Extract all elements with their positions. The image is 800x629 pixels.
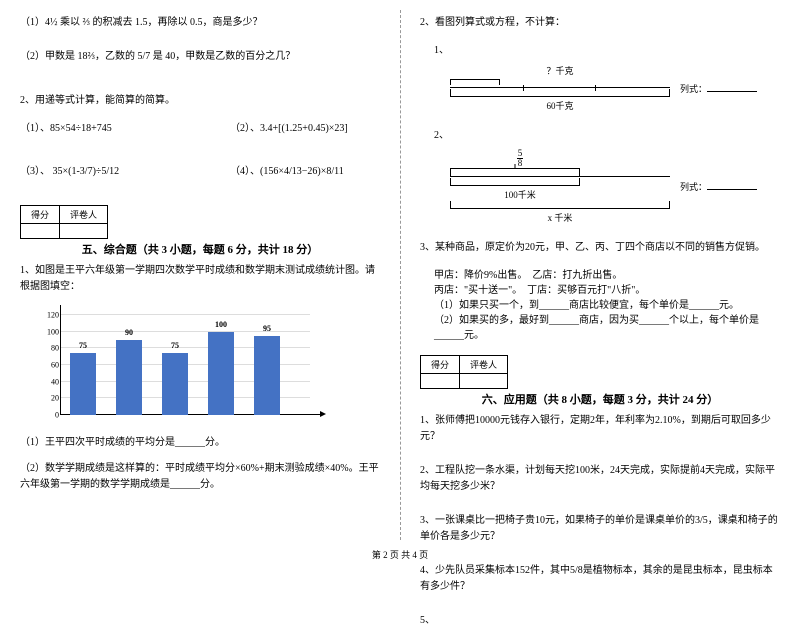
bar-2: 90 bbox=[116, 340, 142, 415]
diagram-2: 58 100千米 x 千米 列式： bbox=[420, 141, 780, 232]
bracket-top bbox=[450, 168, 580, 176]
problem-6-5: 5、 bbox=[420, 613, 780, 629]
section-5-header: 得分 评卷人 五、综合题（共 3 小题，每题 6 分，共计 18 分） bbox=[20, 205, 380, 257]
y-tick-100: 100 bbox=[47, 327, 59, 336]
problem-2-title: 2、用递等式计算，能简算的简算。 bbox=[20, 93, 380, 109]
y-tick-60: 60 bbox=[51, 361, 59, 370]
y-tick-40: 40 bbox=[51, 377, 59, 386]
problem-5-1: 1、如图是王平六年级第一学期四次数学平时成绩和数学期末测试成绩统计图。请根据图填… bbox=[20, 263, 380, 295]
problem-r3-2: （2）如果买的多，最好到______商店，因为买______个以上，每个单价是_… bbox=[420, 311, 780, 341]
bar-chart: 0 20 40 60 80 100 120 75 90 75 100 95 bbox=[40, 305, 320, 435]
x-arrow-icon bbox=[320, 411, 326, 417]
problem-6-2: 2、工程队挖一条水渠，计划每天挖100米，24天完成，实际提前4天完成，实际平均… bbox=[420, 463, 780, 495]
formula-blank bbox=[707, 91, 757, 92]
y-tick-80: 80 bbox=[51, 344, 59, 353]
bar-5: 95 bbox=[254, 336, 280, 415]
score-box-6: 得分 评卷人 bbox=[420, 355, 508, 389]
diagram-2-label: 2、 bbox=[420, 126, 780, 141]
page-footer: 第 2 页 共 4 页 bbox=[0, 548, 800, 561]
sub-problems-row1: （1）、85×54÷18+745 （2）、3.4+[(1.25+0.45)×23… bbox=[20, 119, 380, 134]
y-tick-120: 120 bbox=[47, 311, 59, 320]
problem-6-3: 3、一张课桌比一把椅子贵10元，如果椅子的单价是课桌单价的3/5，课桌和椅子的单… bbox=[420, 513, 780, 545]
left-column: （1）4½ 乘以 ⅔ 的积减去 1.5，再除以 0.5，商是多少？ （2）甲数是… bbox=[0, 0, 400, 550]
d1-bottom-label: 60千克 bbox=[450, 99, 670, 112]
score-label: 得分 bbox=[21, 206, 60, 224]
problem-2-4: （4）、(156×4/13−26)×8/11 bbox=[230, 162, 380, 177]
bar-4: 100 bbox=[208, 332, 234, 415]
problem-6-1: 1、张师傅把10000元钱存入银行，定期2年，年利率为2.10%，到期后可取回多… bbox=[420, 413, 780, 445]
problem-5-1-sub1: （1）王平四次平时成绩的平均分是______分。 bbox=[20, 435, 380, 451]
formula-1: 列式： bbox=[680, 82, 757, 95]
grader-label: 评卷人 bbox=[60, 206, 108, 224]
d2-label-100: 100千米 bbox=[370, 188, 670, 201]
bracket-diagram-1: ？千克 60千克 bbox=[450, 64, 670, 112]
problem-1-2: （2）甲数是 18⅔，乙数的 5/7 是 40，甲数是乙数的百分之几？ bbox=[20, 49, 380, 65]
partial-bracket bbox=[450, 79, 500, 85]
right-column: 2、看图列算式或方程，不计算： 1、 ？千克 60千克 列式： 2、 58 bbox=[400, 0, 800, 550]
diagram-1: ？千克 60千克 列式： bbox=[420, 56, 780, 120]
problem-r3-b: 丙店："买十送一"。 丁店：买够百元打"八折"。 bbox=[420, 281, 780, 296]
section-6-header: 得分 评卷人 六、应用题（共 8 小题，每题 3 分，共计 24 分） bbox=[420, 355, 780, 407]
problem-5-1-sub2: （2）数学学期成绩是这样算的：平时成绩平均分×60%+期末测验成绩×40%。王平… bbox=[20, 461, 380, 493]
problem-r3: 3、某种商品，原定价为20元，甲、乙、丙、丁四个商店以不同的销售方促销。 bbox=[420, 240, 780, 256]
bracket-bottom bbox=[450, 89, 670, 97]
problem-2-2: （2）、3.4+[(1.25+0.45)×23] bbox=[230, 119, 380, 134]
score-box: 得分 评卷人 bbox=[20, 205, 108, 239]
section-5-title: 五、综合题（共 3 小题，每题 6 分，共计 18 分） bbox=[20, 241, 380, 257]
section-6-title: 六、应用题（共 8 小题，每题 3 分，共计 24 分） bbox=[420, 391, 780, 407]
problem-r2-title: 2、看图列算式或方程，不计算： bbox=[420, 15, 780, 31]
problem-2-3: （3）、 35×(1-3/7)÷5/12 bbox=[20, 162, 170, 177]
column-divider bbox=[400, 10, 401, 540]
formula-2: 列式： bbox=[680, 180, 757, 193]
d2-label-x: x 千米 bbox=[450, 211, 670, 224]
score-label: 得分 bbox=[421, 356, 460, 374]
bar-3: 75 bbox=[162, 353, 188, 416]
diagram-1-label: 1、 bbox=[420, 41, 780, 56]
formula-blank bbox=[707, 189, 757, 190]
bracket-diagram-2: 58 100千米 x 千米 bbox=[450, 149, 670, 224]
sub-problems-row2: （3）、 35×(1-3/7)÷5/12 （4）、(156×4/13−26)×8… bbox=[20, 162, 380, 177]
bracket-bottom-3 bbox=[450, 201, 670, 209]
fraction-5-8: 58 bbox=[517, 149, 524, 168]
problem-6-4: 4、少先队员采集标本152件，其中5/8是植物标本，其余的是昆虫标本，昆虫标本有… bbox=[420, 563, 780, 595]
problem-r3-1: （1）如果只买一个，到______商店比较便宜，每个单价是______元。 bbox=[420, 296, 780, 311]
problem-1-1: （1）4½ 乘以 ⅔ 的积减去 1.5，再除以 0.5，商是多少？ bbox=[20, 15, 380, 31]
problem-2-1: （1）、85×54÷18+745 bbox=[20, 119, 170, 134]
chart-bars: 75 90 75 100 95 bbox=[70, 315, 280, 415]
problem-r3-a: 甲店：降价9%出售。 乙店：打九折出售。 bbox=[420, 266, 780, 281]
bar-1: 75 bbox=[70, 353, 96, 416]
y-tick-0: 0 bbox=[55, 411, 59, 420]
bracket-bottom-2 bbox=[450, 178, 580, 186]
d1-top-label: ？千克 bbox=[450, 64, 670, 77]
y-tick-20: 20 bbox=[51, 394, 59, 403]
y-axis: 0 20 40 60 80 100 120 bbox=[60, 305, 61, 415]
grader-label: 评卷人 bbox=[460, 356, 508, 374]
